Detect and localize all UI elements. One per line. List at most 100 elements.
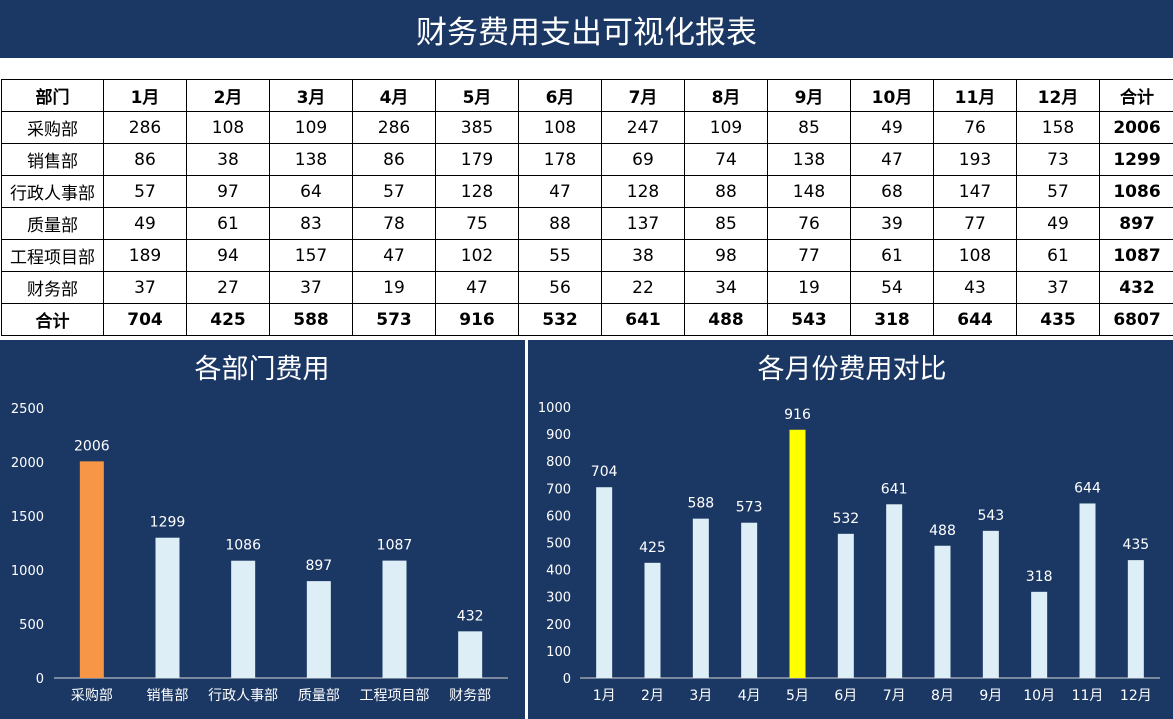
table-cell: 39 xyxy=(850,207,934,240)
total-cell: 318 xyxy=(850,303,934,336)
table-cell: 56 xyxy=(518,271,602,304)
table-cell: 69 xyxy=(601,143,685,176)
table-cell: 286 xyxy=(103,111,187,144)
table-cell: 76 xyxy=(933,111,1017,144)
table-cell: 94 xyxy=(186,239,270,272)
y-tick-label: 100 xyxy=(546,645,571,660)
y-tick-label: 0 xyxy=(563,672,571,687)
table-cell: 47 xyxy=(352,239,436,272)
row-total-cell: 897 xyxy=(1099,207,1173,240)
table-cell: 86 xyxy=(352,143,436,176)
table-header-cell: 合计 xyxy=(1099,79,1173,112)
bar xyxy=(1079,503,1096,678)
bar xyxy=(155,537,180,678)
bar xyxy=(1127,560,1144,678)
y-tick-label: 500 xyxy=(19,618,44,633)
table-cell: 148 xyxy=(767,175,851,208)
table-cell: 19 xyxy=(352,271,436,304)
table-header-cell: 6月 xyxy=(518,79,602,112)
y-tick-label: 1500 xyxy=(11,510,44,525)
table-cell: 57 xyxy=(1016,175,1100,208)
table-header-cell: 8月 xyxy=(684,79,768,112)
y-tick-label: 700 xyxy=(546,482,571,497)
bar xyxy=(1031,591,1048,678)
total-cell: 916 xyxy=(435,303,519,336)
table-cell: 108 xyxy=(186,111,270,144)
row-label-cell: 工程项目部 xyxy=(1,239,104,272)
data-label: 897 xyxy=(305,558,332,574)
report-title: 财务费用支出可视化报表 xyxy=(0,0,1173,58)
table-cell: 193 xyxy=(933,143,1017,176)
total-cell: 543 xyxy=(767,303,851,336)
table-cell: 49 xyxy=(103,207,187,240)
table-cell: 43 xyxy=(933,271,1017,304)
table-row: 采购部 286 108 109 286 385 108 247 109 85 49 76 158 2006 xyxy=(1,111,1173,144)
bar xyxy=(789,429,806,678)
y-tick-label: 800 xyxy=(546,455,571,470)
table-cell: 75 xyxy=(435,207,519,240)
row-total-cell: 1087 xyxy=(1099,239,1173,272)
x-tick-label: 4月 xyxy=(738,688,761,704)
y-tick-label: 0 xyxy=(36,672,44,687)
bar xyxy=(79,461,104,678)
table-cell: 19 xyxy=(767,271,851,304)
total-cell: 6807 xyxy=(1099,303,1173,336)
table-cell: 37 xyxy=(269,271,353,304)
bar xyxy=(306,581,331,678)
row-total-cell: 2006 xyxy=(1099,111,1173,144)
data-label: 2006 xyxy=(74,438,110,454)
table-cell: 49 xyxy=(1016,207,1100,240)
table-cell: 49 xyxy=(850,111,934,144)
x-tick-label: 财务部 xyxy=(449,688,491,704)
table-cell: 108 xyxy=(518,111,602,144)
x-tick-label: 工程项目部 xyxy=(360,688,430,704)
x-tick-label: 12月 xyxy=(1120,688,1152,704)
table-cell: 47 xyxy=(518,175,602,208)
table-cell: 109 xyxy=(684,111,768,144)
expense-table: 部门 1月 2月 3月 4月 5月 6月 7月 8月 9月 10月 11月 12月 合计 采购部 286 10… xyxy=(1,79,1173,336)
total-cell: 644 xyxy=(933,303,1017,336)
total-cell: 425 xyxy=(186,303,270,336)
x-tick-label: 3月 xyxy=(689,688,712,704)
table-header-cell: 10月 xyxy=(850,79,934,112)
x-tick-label: 销售部 xyxy=(147,688,189,704)
table-cell: 34 xyxy=(684,271,768,304)
table-cell: 179 xyxy=(435,143,519,176)
monthly-expense-chart: 各月份费用对比 0 100 200 300 400 500 600 700 800 900 1000 7… xyxy=(538,354,1160,704)
row-label-cell: 质量部 xyxy=(1,207,104,240)
x-tick-label: 9月 xyxy=(979,688,1002,704)
table-cell: 83 xyxy=(269,207,353,240)
total-cell: 合计 xyxy=(1,303,104,336)
table-total-row: 合计 704 425 588 573 916 532 641 488 543 318 644 435 68… xyxy=(1,303,1173,336)
bar xyxy=(692,518,709,678)
data-label: 644 xyxy=(1074,480,1101,496)
bar xyxy=(982,530,999,678)
table-cell: 102 xyxy=(435,239,519,272)
y-tick-label: 2500 xyxy=(11,402,44,417)
bar xyxy=(837,533,854,678)
table-cell: 38 xyxy=(186,143,270,176)
table-cell: 178 xyxy=(518,143,602,176)
table-cell: 286 xyxy=(352,111,436,144)
table-cell: 27 xyxy=(186,271,270,304)
table-header-cell: 3月 xyxy=(269,79,353,112)
table-cell: 138 xyxy=(767,143,851,176)
table-cell: 77 xyxy=(767,239,851,272)
data-label: 641 xyxy=(881,481,908,497)
data-label: 543 xyxy=(977,508,1004,524)
table-header-cell: 4月 xyxy=(352,79,436,112)
x-tick-label: 8月 xyxy=(931,688,954,704)
table-cell: 38 xyxy=(601,239,685,272)
table-cell: 385 xyxy=(435,111,519,144)
table-cell: 128 xyxy=(601,175,685,208)
table-cell: 73 xyxy=(1016,143,1100,176)
data-label: 435 xyxy=(1122,537,1149,553)
table-header-cell: 2月 xyxy=(186,79,270,112)
total-cell: 588 xyxy=(269,303,353,336)
table-header-cell: 部门 xyxy=(1,79,104,112)
table-row: 质量部 49 61 83 78 75 88 137 85 76 39 77 49 897 xyxy=(1,207,1173,240)
x-tick-label: 2月 xyxy=(641,688,664,704)
chart-title: 各月份费用对比 xyxy=(758,354,947,385)
table-cell: 37 xyxy=(1016,271,1100,304)
table-cell: 98 xyxy=(684,239,768,272)
